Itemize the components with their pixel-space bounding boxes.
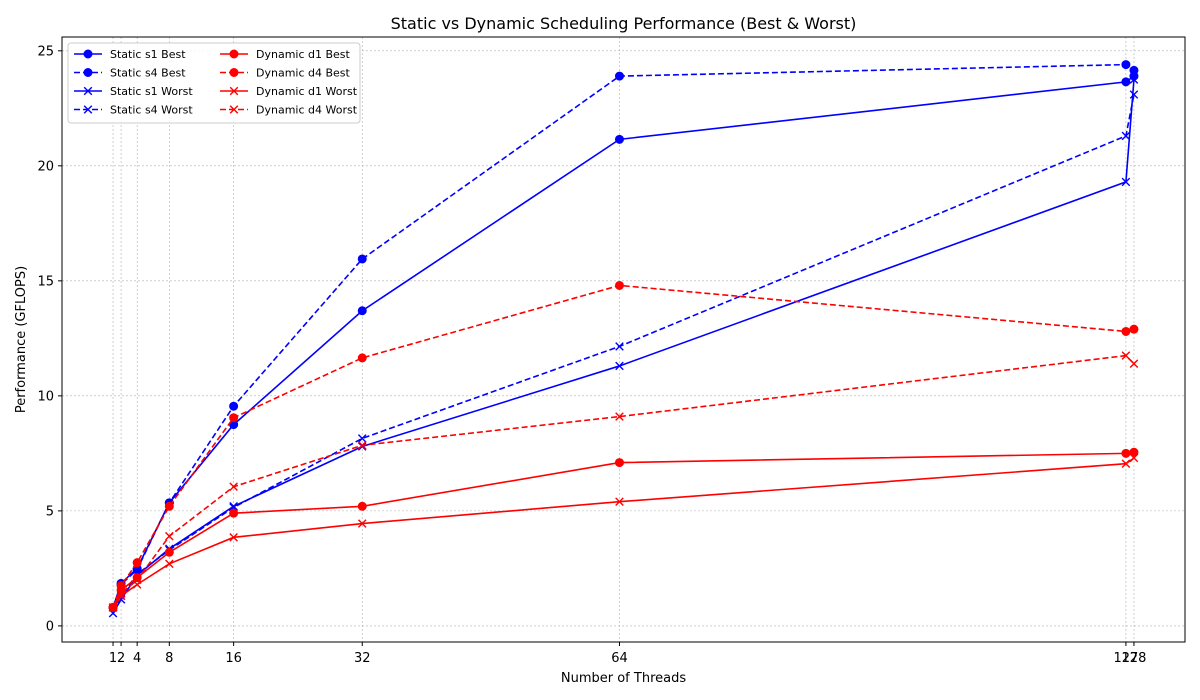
legend-label: Dynamic d4 Best [256,67,351,80]
data-point [1121,77,1131,87]
data-point [229,86,239,96]
data-point [1129,90,1139,99]
data-point [357,501,367,511]
data-point [83,86,93,96]
data-point [1129,65,1139,75]
data-point [1121,351,1131,360]
legend-item: Dynamic d1 Best [220,48,351,61]
legend-label: Dynamic d1 Worst [256,85,358,98]
data-point [132,558,142,568]
legend-label: Dynamic d1 Best [256,48,351,61]
x-tick-label: 128 [1122,651,1147,666]
data-point [108,603,118,612]
x-tick-label: 16 [225,651,242,666]
data-point [357,519,367,528]
data-point [1121,326,1131,336]
data-point [1121,177,1131,187]
data-point [615,497,624,506]
data-point [132,573,142,583]
legend-label: Static s1 Best [110,48,186,61]
y-tick-label: 20 [37,159,54,174]
legend-item: Dynamic d4 Best [220,67,351,80]
y-tick-label: 10 [37,389,54,404]
data-point [1129,359,1139,368]
data-point [615,342,624,351]
legend-label: Dynamic d4 Worst [256,104,358,117]
grid [62,37,1185,642]
data-point [615,361,624,371]
data-point [614,134,624,144]
data-point [83,105,93,114]
data-point [164,501,174,511]
data-point [615,412,624,421]
data-point [1129,447,1139,457]
data-point [357,254,367,264]
data-point [132,575,142,585]
x-tick-label: 2 [117,651,125,666]
data-point [614,280,624,290]
legend-item: Dynamic d1 Worst [220,85,358,98]
data-point [83,49,93,59]
data-point [229,49,239,59]
data-point [357,442,367,451]
legend-label: Static s4 Best [110,67,186,80]
plot-series [108,60,1139,618]
data-point [165,559,174,569]
x-tick-label: 1 [109,651,117,666]
data-point [229,508,239,518]
data-point [614,458,624,468]
data-point [614,71,624,81]
data-point [229,68,239,77]
x-axis-label: Number of Threads [561,671,686,686]
data-point [1129,75,1139,84]
legend-item: Static s4 Worst [74,104,193,117]
data-point [357,434,367,443]
y-tick-label: 0 [46,619,54,634]
data-point [83,68,93,77]
legend-item: Dynamic d4 Worst [220,104,358,117]
series-dynamic-d4-worst [108,351,1139,612]
y-tick-label: 25 [37,44,54,59]
series-dynamic-d4-best [108,280,1139,612]
data-point [229,413,239,423]
legend: Static s1 Best Static s4 Best Static s1 Wo… [67,42,361,124]
data-point [164,547,174,557]
data-point [1121,459,1131,469]
x-tick-label: 8 [165,651,173,666]
y-axis-label: Performance (GFLOPS) [14,266,29,413]
x-tick-label: 127 [1114,651,1139,666]
legend-item: Static s1 Worst [74,85,193,98]
data-point [116,581,126,591]
data-point [116,589,126,598]
x-tick-label: 32 [354,651,371,666]
legend-item: Static s1 Best [74,48,186,61]
data-point [229,401,239,411]
plot-frame [61,36,1186,643]
y-tick-label: 15 [37,274,54,289]
legend-item: Static s4 Best [74,67,186,80]
data-point [1129,453,1139,463]
x-tick-label: 4 [133,651,141,666]
data-point [1121,448,1131,458]
data-point [1129,324,1139,334]
data-point [357,353,367,363]
y-tick-label: 5 [46,504,54,519]
data-point [357,441,367,450]
legend-box [67,42,361,124]
data-point [229,533,238,542]
x-tick-label: 64 [611,651,628,666]
data-point [165,531,174,541]
data-point [229,482,238,492]
legend-label: Static s1 Worst [110,85,193,98]
data-point [1121,60,1131,70]
data-point [1121,131,1131,141]
legend-label: Static s4 Worst [110,104,193,117]
data-point [357,306,367,316]
chart-title: Static vs Dynamic Scheduling Performance… [391,14,857,33]
data-point [229,105,239,114]
